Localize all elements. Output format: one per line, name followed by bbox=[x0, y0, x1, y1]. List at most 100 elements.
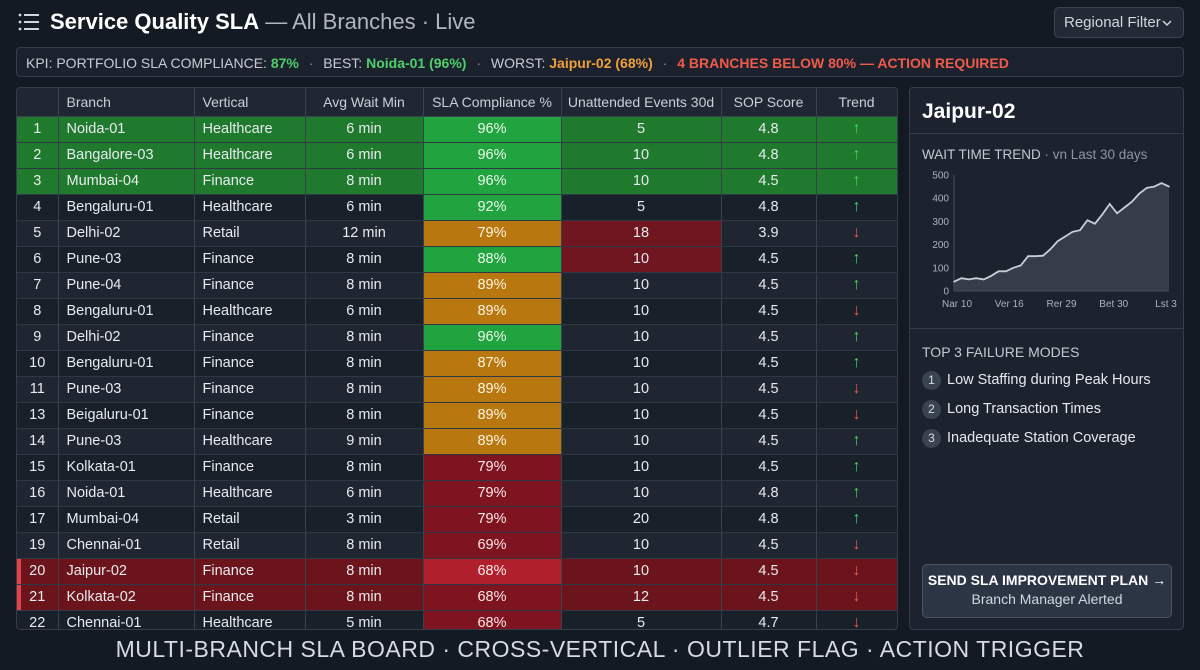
table-row[interactable]: 22 Chennai-01 Healthcare 5 min 68% 5 4.7 ↓ bbox=[17, 610, 897, 629]
vertical-cell: Finance bbox=[194, 324, 306, 351]
wait-time-trend-chart: 0 100 200 300 400 500 Nar 10 Ver 16 Rer 29 Bet 30… bbox=[932, 171, 1177, 311]
failure-mode-number: 2 bbox=[922, 400, 941, 419]
chart-data-point bbox=[960, 277, 963, 280]
rank-cell: 4 bbox=[17, 194, 59, 221]
table-row[interactable]: 15 Kolkata-01 Finance 8 min 79% 10 4.5 ↑ bbox=[17, 454, 897, 481]
table-row[interactable]: 4 Bengaluru-01 Healthcare 6 min 92% 5 4.8 ↑ bbox=[17, 194, 897, 221]
vertical-cell: Finance bbox=[194, 246, 306, 273]
table-row[interactable]: 19 Chennai-01 Retail 8 min 69% 10 4.5 ↓ bbox=[17, 532, 897, 559]
vertical-cell: Healthcare bbox=[194, 610, 306, 629]
table-row[interactable]: 2 Bangalore-03 Healthcare 6 min 96% 10 4.8 ↑ bbox=[17, 142, 897, 169]
sop-score-cell: 4.8 bbox=[721, 480, 817, 507]
table-row[interactable]: 20 Jaipur-02 Finance 8 min 68% 10 4.5 ↓ bbox=[17, 558, 897, 585]
failure-mode-item: 3 Inadequate Station Coverage bbox=[922, 429, 1136, 448]
kpi-best-label: BEST: bbox=[323, 55, 363, 71]
trend-up-arrow-icon: ↑ bbox=[852, 458, 861, 475]
column-header-avg-wait[interactable]: Avg Wait Min bbox=[305, 88, 424, 117]
table-row[interactable]: 10 Bengaluru-01 Finance 8 min 87% 10 4.5 ↑ bbox=[17, 350, 897, 377]
trend-up-arrow-icon: ↑ bbox=[852, 510, 861, 527]
board-footer-caption: MULTI-BRANCH SLA BOARD · CROSS-VERTICAL … bbox=[115, 636, 1085, 662]
column-header-sla-compliance[interactable]: SLA Compliance % bbox=[423, 88, 562, 117]
unattended-events-cell: 10 bbox=[561, 324, 722, 351]
avg-wait-cell: 8 min bbox=[305, 272, 424, 299]
sla-compliance-cell: 68% bbox=[423, 584, 562, 611]
sop-score-cell: 4.5 bbox=[721, 376, 817, 403]
branch-cell: Pune-03 bbox=[58, 246, 195, 273]
chart-y-tick-label: 400 bbox=[932, 194, 949, 205]
trend-cell: ↑ bbox=[816, 454, 897, 481]
hamburger-menu-icon[interactable] bbox=[18, 12, 40, 32]
regional-filter-dropdown[interactable]: Regional Filter bbox=[1054, 7, 1184, 38]
table-row[interactable]: 6 Pune-03 Finance 8 min 88% 10 4.5 ↑ bbox=[17, 246, 897, 273]
unattended-events-cell: 12 bbox=[561, 584, 722, 611]
sla-compliance-cell: 68% bbox=[423, 610, 562, 629]
trend-up-arrow-icon: ↑ bbox=[852, 354, 861, 371]
chart-data-point bbox=[975, 277, 978, 280]
rank-cell: 6 bbox=[17, 246, 59, 273]
table-row[interactable]: 11 Pune-03 Finance 8 min 89% 10 4.5 ↓ bbox=[17, 376, 897, 403]
sla-compliance-cell: 79% bbox=[423, 454, 562, 481]
chart-data-point bbox=[1116, 212, 1118, 215]
trend-cell: ↑ bbox=[816, 116, 897, 143]
branch-cell: Kolkata-02 bbox=[58, 584, 195, 611]
table-row[interactable]: 13 Beigaluru-01 Finance 8 min 89% 10 4.5 ↓ bbox=[17, 402, 897, 429]
table-row[interactable]: 7 Pune-04 Finance 8 min 89% 10 4.5 ↑ bbox=[17, 272, 897, 299]
table-row[interactable]: 21 Kolkata-02 Finance 8 min 68% 12 4.5 ↓ bbox=[17, 584, 897, 611]
table-row[interactable]: 5 Delhi-02 Retail 12 min 79% 18 3.9 ↓ bbox=[17, 220, 897, 247]
branch-cell: Jaipur-02 bbox=[58, 558, 195, 585]
vertical-cell: Finance bbox=[194, 168, 306, 195]
trend-up-arrow-icon: ↑ bbox=[852, 328, 861, 345]
rank-cell: 3 bbox=[17, 168, 59, 195]
rank-cell: 15 bbox=[17, 454, 59, 481]
table-row[interactable]: 17 Mumbai-04 Retail 3 min 79% 20 4.8 ↑ bbox=[17, 506, 897, 533]
failure-mode-label: Inadequate Station Coverage bbox=[947, 430, 1136, 446]
sop-score-cell: 4.5 bbox=[721, 454, 817, 481]
trend-up-arrow-icon: ↑ bbox=[852, 432, 861, 449]
kpi-separator: · bbox=[476, 55, 482, 71]
trend-cell: ↑ bbox=[816, 246, 897, 273]
rank-cell: 11 bbox=[17, 376, 59, 403]
column-header-unattended-events[interactable]: Unattended Events 30d bbox=[561, 88, 722, 117]
trend-down-arrow-icon: ↓ bbox=[852, 588, 861, 605]
chart-area-fill bbox=[954, 183, 1169, 291]
branch-cell: Bengaluru-01 bbox=[58, 350, 195, 377]
avg-wait-cell: 9 min bbox=[305, 428, 424, 455]
table-row[interactable]: 14 Pune-03 Healthcare 9 min 89% 10 4.5 ↑ bbox=[17, 428, 897, 455]
column-header-vertical[interactable]: Vertical bbox=[194, 88, 306, 117]
table-row[interactable]: 1 Noida-01 Healthcare 6 min 96% 5 4.8 ↑ bbox=[17, 116, 897, 143]
column-header-branch[interactable]: Branch bbox=[58, 88, 195, 117]
chart-x-tick-label: Nar 10 bbox=[942, 299, 972, 310]
rank-cell: 10 bbox=[17, 350, 59, 377]
branch-cell: Chennai-01 bbox=[58, 532, 195, 559]
table-row[interactable]: 8 Bengaluru-01 Healthcare 6 min 89% 10 4.5 ↓ bbox=[17, 298, 897, 325]
kpi-action-alert: 4 BRANCHES BELOW 80% — ACTION REQUIRED bbox=[677, 55, 1009, 71]
selected-branch-title: Jaipur-02 bbox=[922, 100, 1016, 123]
column-header-trend[interactable]: Trend bbox=[816, 88, 897, 117]
trend-cell: ↓ bbox=[816, 402, 897, 429]
rank-cell: 2 bbox=[17, 142, 59, 169]
chart-x-tick-label: Lst 3 bbox=[1155, 299, 1177, 310]
sla-compliance-cell: 79% bbox=[423, 506, 562, 533]
trend-up-arrow-icon: ↑ bbox=[852, 276, 861, 293]
kpi-worst-value: Jaipur-02 (68%) bbox=[549, 55, 653, 71]
column-header-rank[interactable] bbox=[17, 88, 59, 117]
column-header-sop-score[interactable]: SOP Score bbox=[721, 88, 817, 117]
table-row[interactable]: 16 Noida-01 Healthcare 6 min 79% 10 4.8 ↑ bbox=[17, 480, 897, 507]
table-row[interactable]: 3 Mumbai-04 Finance 8 min 96% 10 4.5 ↑ bbox=[17, 168, 897, 195]
sla-compliance-cell: 89% bbox=[423, 402, 562, 429]
branch-cell: Mumbai-04 bbox=[58, 168, 195, 195]
trend-cell: ↓ bbox=[816, 298, 897, 325]
send-sla-improvement-plan-button[interactable]: SEND SLA IMPROVEMENT PLAN → Branch Manag… bbox=[922, 564, 1172, 618]
chart-data-point bbox=[1108, 203, 1111, 205]
chart-y-tick-label: 500 bbox=[932, 171, 949, 182]
table-row[interactable]: 9 Delhi-02 Finance 8 min 96% 10 4.5 ↑ bbox=[17, 324, 897, 351]
wait-time-trend-title: WAIT TIME TREND · vn Last 30 days bbox=[922, 147, 1147, 162]
chart-data-point bbox=[1153, 185, 1155, 188]
branch-cell: Delhi-02 bbox=[58, 220, 195, 247]
avg-wait-cell: 6 min bbox=[305, 142, 424, 169]
failure-mode-number: 1 bbox=[922, 371, 941, 390]
trend-down-arrow-icon: ↓ bbox=[852, 536, 861, 553]
trend-up-arrow-icon: ↑ bbox=[852, 198, 861, 215]
vertical-cell: Finance bbox=[194, 454, 306, 481]
sop-score-cell: 4.8 bbox=[721, 194, 817, 221]
